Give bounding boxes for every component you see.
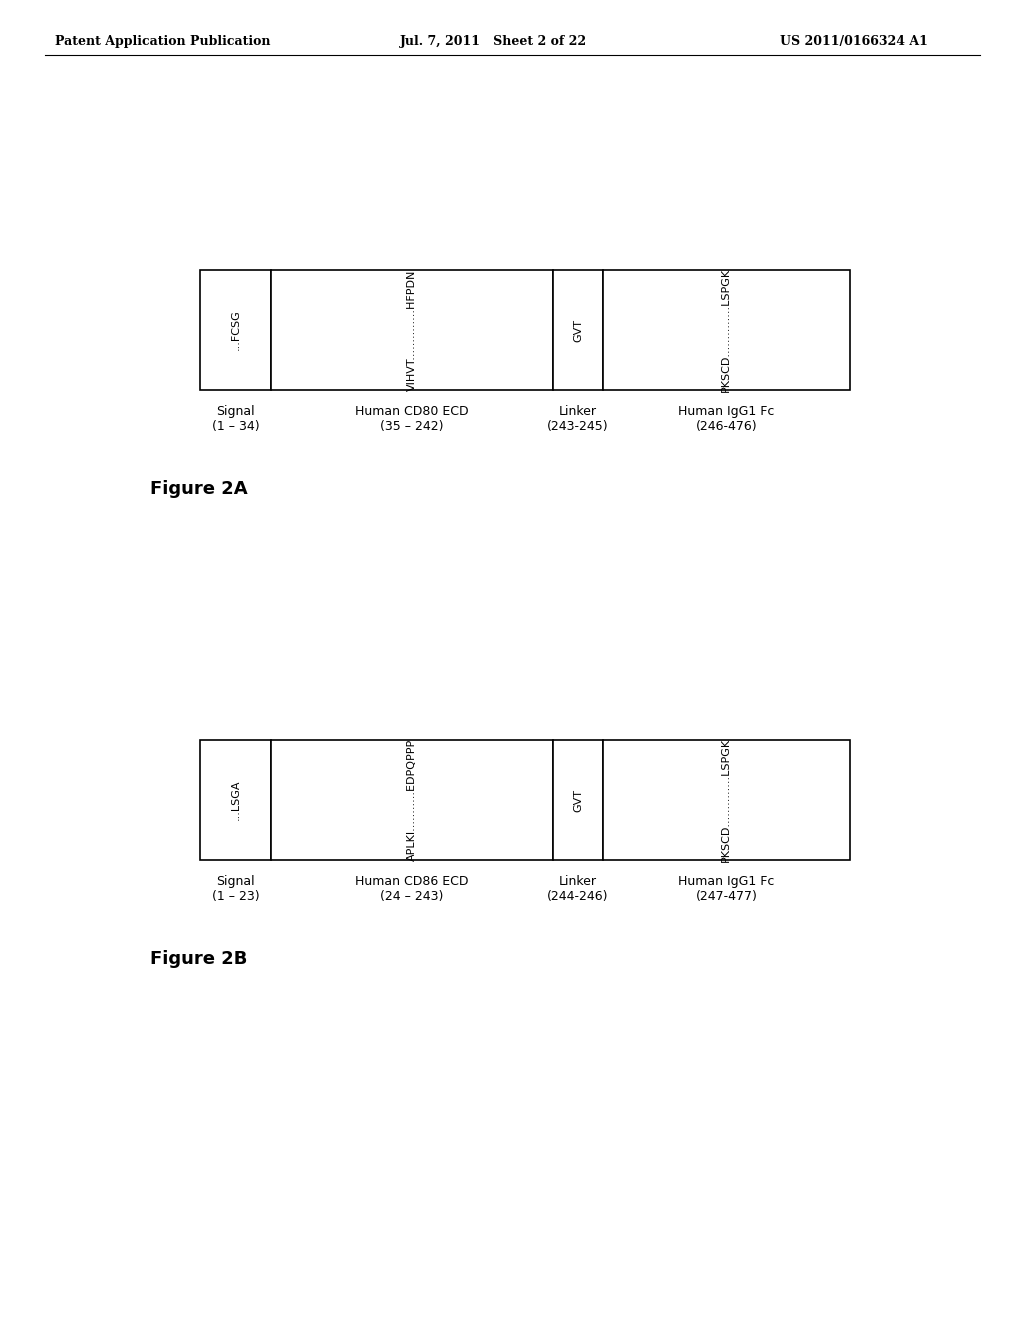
Text: Human IgG1 Fc
(247-477): Human IgG1 Fc (247-477): [678, 875, 774, 903]
Text: Human CD86 ECD
(24 – 243): Human CD86 ECD (24 – 243): [355, 875, 469, 903]
Bar: [200, 271, 270, 389]
Text: VIHVT..............HFPDN: VIHVT..............HFPDN: [407, 269, 417, 391]
Text: Human CD80 ECD
(35 – 242): Human CD80 ECD (35 – 242): [355, 405, 469, 433]
Text: ...LSGA: ...LSGA: [230, 780, 241, 820]
Bar: [603, 271, 850, 389]
Text: Figure 2A: Figure 2A: [150, 480, 248, 498]
Text: Human IgG1 Fc
(246-476): Human IgG1 Fc (246-476): [678, 405, 774, 433]
Text: PKSCD..............LSPGK: PKSCD..............LSPGK: [721, 268, 731, 392]
Text: Jul. 7, 2011   Sheet 2 of 22: Jul. 7, 2011 Sheet 2 of 22: [400, 36, 587, 48]
Text: Linker
(243-245): Linker (243-245): [547, 405, 609, 433]
Text: PKSCD..............LSPGK: PKSCD..............LSPGK: [721, 738, 731, 862]
Bar: [553, 271, 603, 389]
Bar: [603, 741, 850, 861]
Text: Patent Application Publication: Patent Application Publication: [55, 36, 270, 48]
Text: GVT: GVT: [573, 318, 583, 342]
Bar: [270, 741, 553, 861]
Text: Figure 2B: Figure 2B: [150, 950, 248, 968]
Text: Linker
(244-246): Linker (244-246): [547, 875, 608, 903]
Text: Signal
(1 – 23): Signal (1 – 23): [212, 875, 259, 903]
Bar: [553, 741, 603, 861]
Bar: [200, 741, 270, 861]
Text: GVT: GVT: [573, 788, 583, 812]
Text: Signal
(1 – 34): Signal (1 – 34): [212, 405, 259, 433]
Text: APLKI...........EDPQPPP: APLKI...........EDPQPPP: [407, 739, 417, 861]
Text: US 2011/0166324 A1: US 2011/0166324 A1: [780, 36, 928, 48]
Text: ...FCSG: ...FCSG: [230, 310, 241, 350]
Bar: [270, 271, 553, 389]
